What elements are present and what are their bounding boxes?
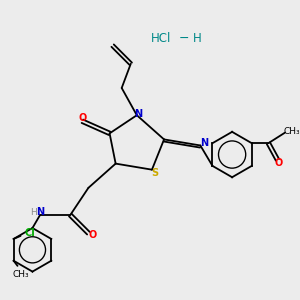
Text: N: N [36,207,44,217]
Text: −: − [178,32,189,45]
Text: Cl: Cl [24,228,35,238]
Text: H: H [30,208,37,217]
Text: O: O [89,230,97,240]
Text: CH₃: CH₃ [284,127,300,136]
Text: CH₃: CH₃ [12,270,29,279]
Text: O: O [78,112,86,123]
Text: N: N [200,138,208,148]
Text: H: H [193,32,202,45]
Text: HCl: HCl [151,32,171,45]
Text: O: O [275,158,283,168]
Text: N: N [134,109,142,119]
Text: S: S [152,168,158,178]
